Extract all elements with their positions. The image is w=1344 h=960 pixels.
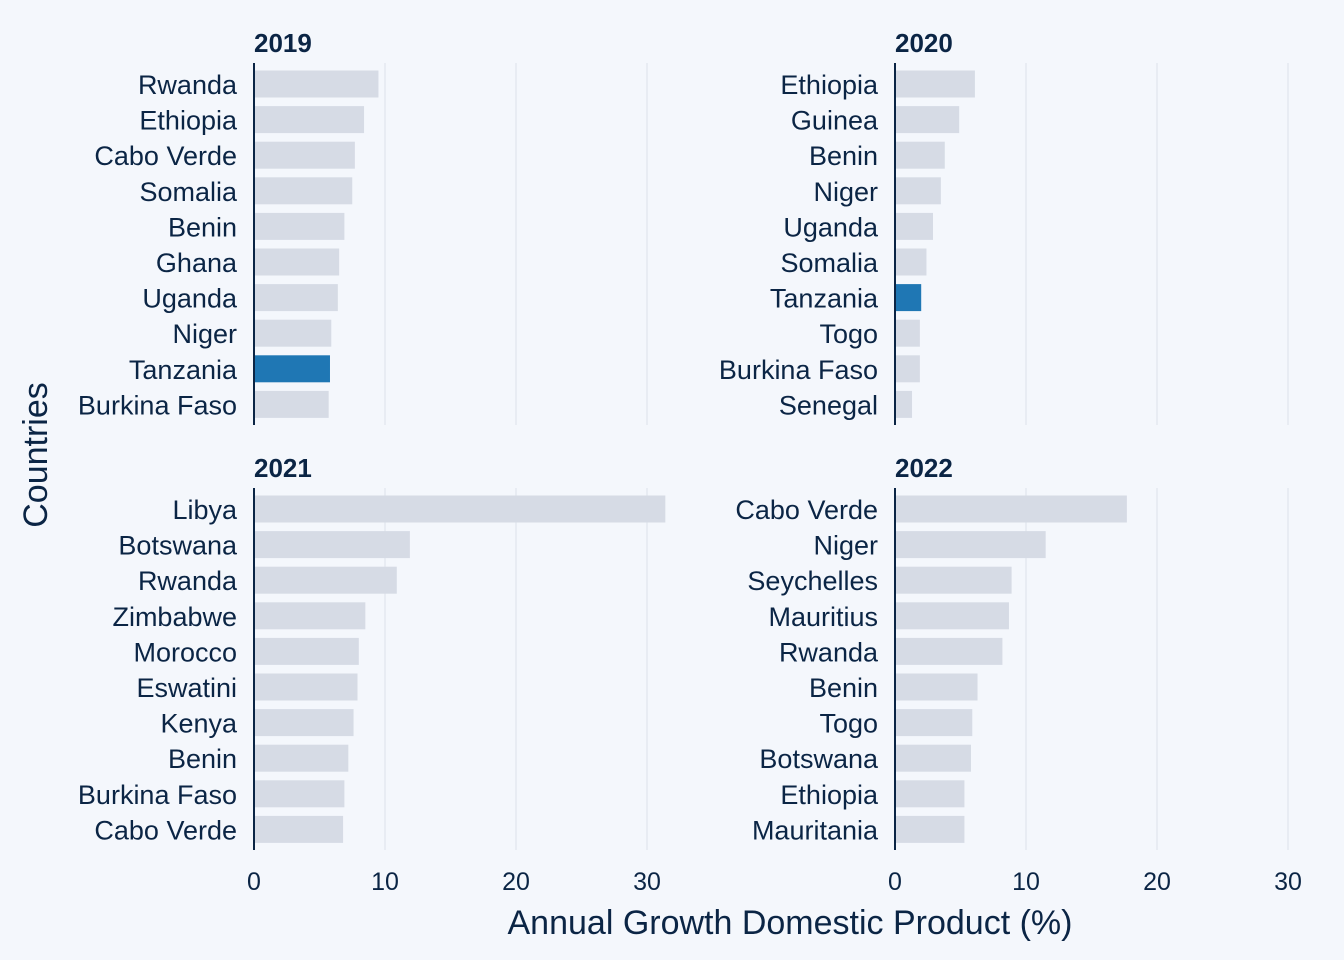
x-tick-label: 20 <box>1143 868 1171 896</box>
panel-title-2020: 2020 <box>895 28 953 58</box>
category-label: Zimbabwe <box>112 602 237 632</box>
bar-2020-somalia <box>895 248 927 276</box>
bar-2019-ethiopia <box>254 106 365 134</box>
bar-2021-botswana <box>254 531 410 559</box>
category-label: Cabo Verde <box>94 815 237 845</box>
bar-2021-morocco <box>254 637 359 665</box>
bar-2019-somalia <box>254 177 353 205</box>
x-tick-label: 10 <box>1012 868 1040 896</box>
bar-2020-uganda <box>895 212 933 240</box>
bar-2020-burkina-faso <box>895 355 920 383</box>
bar-2021-kenya <box>254 709 354 737</box>
bar-2019-uganda <box>254 284 338 312</box>
bar-2019-ghana <box>254 248 340 276</box>
category-label: Ethiopia <box>780 780 879 810</box>
category-label: Benin <box>809 141 878 171</box>
category-label: Cabo Verde <box>735 495 878 525</box>
category-label: Rwanda <box>138 70 238 100</box>
bar-2019-niger <box>254 319 332 347</box>
bar-2020-guinea <box>895 106 960 134</box>
category-label: Togo <box>819 709 878 739</box>
bar-2022-benin <box>895 673 978 701</box>
bar-2019-rwanda <box>254 70 379 98</box>
category-label: Ethiopia <box>139 106 238 136</box>
category-label: Niger <box>813 177 878 207</box>
category-label: Rwanda <box>138 566 238 596</box>
category-label: Libya <box>172 495 238 525</box>
category-label: Uganda <box>142 284 238 314</box>
bar-2019-tanzania <box>254 355 330 383</box>
x-tick-label: 0 <box>888 868 902 896</box>
bar-2021-burkina-faso <box>254 780 345 808</box>
category-label: Tanzania <box>129 355 238 385</box>
bar-2022-niger <box>895 531 1046 559</box>
bar-2020-niger <box>895 177 941 205</box>
category-label: Togo <box>819 319 878 349</box>
bar-2019-cabo-verde <box>254 141 355 169</box>
bar-2020-senegal <box>895 390 913 418</box>
bar-2022-mauritius <box>895 602 1009 630</box>
bar-2021-benin <box>254 744 349 772</box>
bar-2021-rwanda <box>254 566 397 594</box>
bar-2022-botswana <box>895 744 971 772</box>
category-label: Tanzania <box>770 284 879 314</box>
panel-title-2021: 2021 <box>254 453 312 483</box>
category-label: Somalia <box>780 248 879 278</box>
x-tick-label: 10 <box>371 868 399 896</box>
bar-2021-zimbabwe <box>254 602 366 630</box>
bar-2021-libya <box>254 495 666 523</box>
category-label: Ghana <box>156 248 238 278</box>
category-label: Benin <box>168 212 237 242</box>
category-label: Uganda <box>783 212 879 242</box>
bar-2020-benin <box>895 141 945 169</box>
bar-2019-benin <box>254 212 345 240</box>
category-label: Rwanda <box>779 637 879 667</box>
bar-2021-eswatini <box>254 673 358 701</box>
bar-2022-togo <box>895 709 973 737</box>
category-label: Mauritania <box>752 815 879 845</box>
bar-2020-ethiopia <box>895 70 975 98</box>
category-label: Burkina Faso <box>719 355 878 385</box>
category-label: Botswana <box>118 531 238 561</box>
panel-title-2019: 2019 <box>254 28 312 58</box>
x-tick-label: 30 <box>633 868 661 896</box>
bar-2022-cabo-verde <box>895 495 1127 523</box>
x-tick-label: 0 <box>247 868 261 896</box>
x-tick-label: 30 <box>1274 868 1302 896</box>
x-axis-label: Annual Growth Domestic Product (%) <box>508 904 1073 942</box>
bar-2021-cabo-verde <box>254 815 344 843</box>
category-label: Guinea <box>791 106 879 136</box>
category-label: Seychelles <box>747 566 878 596</box>
bar-2022-seychelles <box>895 566 1012 594</box>
category-label: Eswatini <box>136 673 237 703</box>
category-label: Benin <box>168 744 237 774</box>
category-label: Cabo Verde <box>94 141 237 171</box>
bar-2020-tanzania <box>895 284 922 312</box>
category-label: Benin <box>809 673 878 703</box>
y-axis-label: Countries <box>17 382 55 528</box>
category-label: Senegal <box>779 390 878 420</box>
category-label: Morocco <box>133 637 237 667</box>
category-label: Mauritius <box>768 602 878 632</box>
category-label: Somalia <box>139 177 238 207</box>
x-tick-label: 20 <box>502 868 530 896</box>
category-label: Ethiopia <box>780 70 879 100</box>
category-label: Botswana <box>759 744 879 774</box>
bar-2022-ethiopia <box>895 780 965 808</box>
category-label: Burkina Faso <box>78 390 237 420</box>
bar-2022-mauritania <box>895 815 965 843</box>
bar-2022-rwanda <box>895 637 1003 665</box>
bar-2020-togo <box>895 319 920 347</box>
bar-2019-burkina-faso <box>254 390 329 418</box>
category-label: Burkina Faso <box>78 780 237 810</box>
category-label: Niger <box>813 531 878 561</box>
category-label: Kenya <box>160 709 238 739</box>
panel-title-2022: 2022 <box>895 453 953 483</box>
category-label: Niger <box>172 319 237 349</box>
